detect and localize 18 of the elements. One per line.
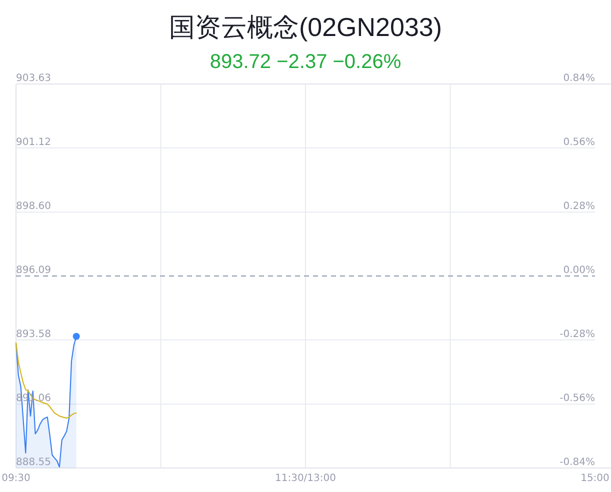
x-tick-label: 15:00 — [580, 473, 610, 484]
y-tick-label: 901.12 — [16, 136, 51, 148]
y2-tick-label: -0.56% — [560, 393, 595, 404]
y-tick-label: 898.60 — [16, 201, 51, 212]
y2-tick-label: -0.28% — [560, 329, 595, 340]
y2-tick-label: 0.28% — [563, 201, 595, 212]
y-tick-label: 888.55 — [16, 457, 51, 468]
y-tick-label: 896.09 — [16, 265, 51, 276]
x-tick-label: 11:30/13:00 — [274, 473, 336, 484]
y-tick-label: 893.58 — [16, 328, 51, 340]
y2-tick-label: 0.00% — [563, 265, 595, 276]
chart-subtitle: 893.72 −2.37 −0.26% — [210, 51, 402, 73]
chart-title: 国资云概念(02GN2033) — [168, 12, 442, 42]
x-tick-label: 09:30 — [2, 473, 30, 484]
y-tick-label: 903.63 — [16, 73, 51, 84]
y2-tick-label: 0.84% — [563, 73, 595, 84]
y2-tick-label: -0.84% — [560, 457, 595, 468]
y2-tick-label: 0.56% — [563, 137, 595, 148]
